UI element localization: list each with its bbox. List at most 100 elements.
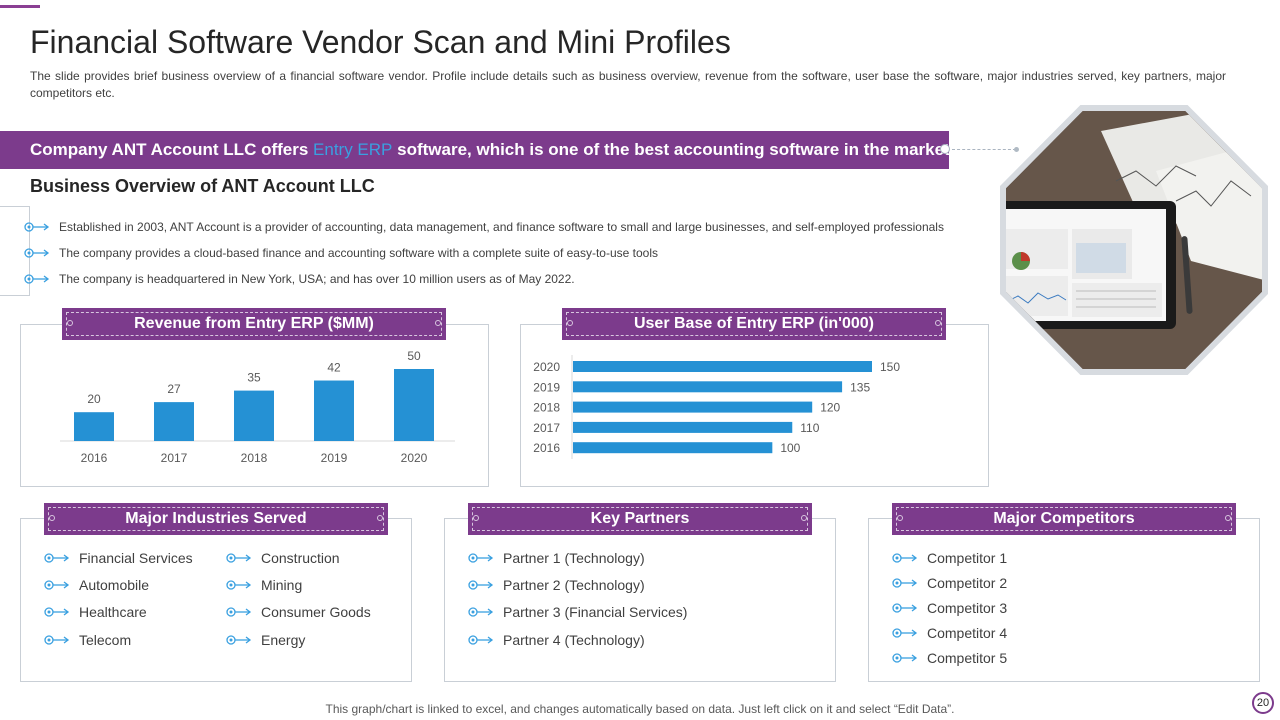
industries-header: Major Industries Served [44,503,388,535]
bullet-text: The company is headquartered in New York… [59,272,575,286]
overview-bullets: Established in 2003, ANT Account is a pr… [24,214,944,292]
banner-connector-end [1014,147,1019,152]
list-item: Partner 1 (Technology) [468,544,687,571]
title-accent-line [0,5,40,8]
x-tick-label: 2017 [161,451,188,465]
competitors-header: Major Competitors [892,503,1236,535]
list-item-label: Competitor 2 [927,574,1008,591]
data-label: 42 [327,361,341,375]
y-tick-label: 2020 [533,360,560,374]
list-item-label: Partner 4 (Technology) [503,631,645,648]
userbase-bar [573,361,872,372]
list-item-label: Competitor 3 [927,599,1008,616]
list-item: The company provides a cloud-based finan… [24,240,944,266]
bullet-arrow-icon [468,607,494,617]
bullet-arrow-icon [24,248,50,258]
overview-bracket [0,206,30,296]
list-item-label: Telecom [79,631,132,648]
list-item: Construction [226,544,371,571]
company-banner: Company ANT Account LLC offers Entry ERP… [0,131,950,169]
revenue-bar [234,390,274,441]
list-item-label: Automobile [79,576,150,593]
banner-prefix: Company ANT Account LLC offers [30,140,314,159]
bullet-arrow-icon [468,552,494,563]
bullet-arrow-icon [892,603,918,613]
header-cap-left [897,515,903,521]
industries-list-col2: Construction Mining Consumer Goods Energy [226,544,371,653]
list-item: Competitor 4 [892,621,1007,646]
bullet-arrow-icon [226,607,252,617]
y-tick-label: 2018 [533,401,560,415]
list-item: Competitor 3 [892,595,1007,620]
list-item: Healthcare [44,599,193,626]
list-item: Consumer Goods [226,599,371,626]
userbase-chart-title: User Base of Entry ERP (in'000) [633,315,875,332]
data-label: 100 [780,441,800,455]
bullet-arrow-icon [892,578,918,588]
list-item-label: Healthcare [79,604,147,621]
bullet-arrow-icon [24,222,50,232]
header-cap-right [435,320,441,326]
data-label: 27 [167,382,181,396]
header-cap-right [801,515,807,521]
data-label: 135 [850,380,870,394]
bullet-arrow-icon [44,552,70,563]
list-item: Telecom [44,626,193,653]
bullet-arrow-icon [892,653,918,663]
photo-illustration [1006,111,1262,369]
y-tick-label: 2016 [533,441,560,455]
partners-title: Key Partners [590,510,690,527]
revenue-bar [74,412,114,441]
page-title: Financial Software Vendor Scan and Mini … [30,24,731,60]
data-label: 35 [247,371,261,385]
list-item: Established in 2003, ANT Account is a pr… [24,214,944,240]
list-item: Competitor 5 [892,646,1007,671]
list-item-label: Energy [261,631,306,648]
bullet-arrow-icon [226,634,252,645]
userbase-bar-chart: 150 2020 135 2019 120 2018 110 2017 100 2016 [533,355,900,459]
revenue-bar [314,380,354,441]
list-item: Automobile [44,571,193,598]
revenue-bar-chart: 20 2016 27 2017 35 2018 42 2019 50 2020 [60,349,455,465]
bullet-arrow-icon [468,634,494,645]
list-item-label: Construction [261,549,340,566]
x-tick-label: 2018 [241,451,268,465]
revenue-bar [154,402,194,441]
list-item-label: Competitor 4 [927,625,1008,642]
x-tick-label: 2019 [321,451,348,465]
list-item-label: Financial Services [79,549,193,566]
userbase-bar [573,421,793,433]
bullet-arrow-icon [226,552,252,563]
list-item: Competitor 2 [892,570,1007,595]
page-number: 20 [1252,692,1274,714]
list-item: Mining [226,571,371,598]
data-label: 110 [800,421,819,435]
competitors-panel [868,518,1260,682]
banner-suffix: software, which is one of the best accou… [392,140,950,159]
list-item: Partner 4 (Technology) [468,626,687,653]
list-item: The company is headquartered in New York… [24,266,944,292]
partners-header: Key Partners [468,503,812,535]
list-item: Financial Services [44,544,193,571]
bullet-arrow-icon [44,607,70,617]
competitors-list: Competitor 1 Competitor 2 Competitor 3 Comp… [892,545,1007,671]
list-item-label: Competitor 1 [927,549,1008,566]
partners-list: Partner 1 (Technology) Partner 2 (Technol… [468,544,687,653]
list-item-label: Partner 2 (Technology) [503,576,645,593]
y-tick-label: 2017 [533,421,560,435]
data-label: 150 [880,360,900,374]
header-cap-right [1225,515,1231,521]
x-tick-label: 2020 [401,451,428,465]
userbase-bar [573,381,843,393]
header-cap-left [567,320,573,326]
userbase-bar [573,401,813,413]
data-label: 20 [87,392,101,406]
list-item-label: Consumer Goods [261,604,371,621]
industries-list-col1: Financial Services Automobile Healthcare Te… [44,544,193,653]
list-item-label: Partner 3 (Financial Services) [503,604,688,621]
banner-connector-dot [940,144,950,154]
revenue-chart-header: Revenue from Entry ERP ($MM) [62,308,446,340]
list-item: Partner 3 (Financial Services) [468,599,687,626]
bullet-arrow-icon [226,580,252,590]
bullet-arrow-icon [44,634,70,645]
